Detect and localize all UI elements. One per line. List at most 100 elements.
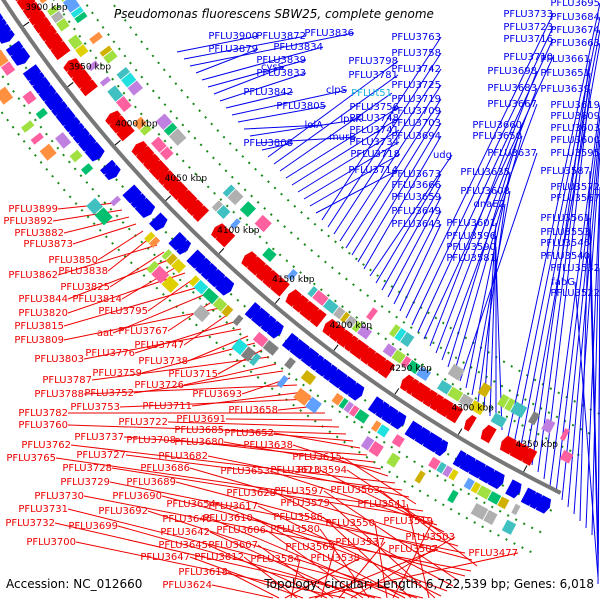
leader-line [67, 424, 347, 435]
gene-feature [394, 327, 407, 342]
gene-label: PFLU3844 [18, 294, 68, 305]
gene-feature [285, 289, 302, 307]
ruler-tick-label: 3900 kbp [25, 3, 68, 13]
gene-label: PFLU3862 [8, 270, 58, 281]
leader-line [121, 265, 179, 300]
leader-line [273, 432, 361, 449]
gene-label: PFLU3503 [405, 532, 455, 543]
leader-line [315, 169, 399, 214]
leader-line [231, 89, 348, 116]
gene-label: PFLU3673 [391, 169, 441, 180]
gene-label: PFLU3647 [140, 552, 190, 563]
leader-line [338, 541, 386, 599]
gene-feature [343, 401, 354, 413]
gene-label: PFLU3666 [391, 180, 441, 191]
gene-feature [133, 116, 147, 130]
gene-label: PFLU3561 [540, 213, 590, 224]
leader-line [213, 66, 285, 95]
ruler-tick-label: 3950 kbp [69, 63, 112, 73]
gene-label: PFLU3617 [208, 501, 258, 512]
gene-label: udg [433, 150, 452, 161]
gene-label: PFLU3708 [126, 435, 176, 446]
gene-feature [146, 260, 159, 274]
gene-feature [39, 143, 57, 161]
gene-feature [415, 366, 432, 381]
gene-label: PFLU3692 [98, 506, 148, 517]
gene-label: PFLU3569 [285, 542, 335, 553]
leader-line [429, 70, 538, 347]
gene-feature [30, 132, 44, 145]
ruler-tick-label: 4300 kbp [451, 404, 494, 414]
gene-label: PFLU3716 [503, 34, 553, 45]
gene-feature [299, 300, 320, 322]
leader-line [387, 196, 442, 298]
gene-feature [300, 347, 320, 367]
gene-label: PFLU3722 [118, 417, 168, 428]
leader-line [67, 272, 186, 314]
gene-feature [448, 469, 459, 481]
gene-feature [232, 314, 244, 326]
gene-label: PFLU3689 [126, 477, 176, 488]
gene-feature [490, 412, 507, 428]
gene-feature [286, 268, 298, 281]
leader-line [399, 223, 442, 312]
gene-label: PFLU3833 [256, 68, 306, 79]
gene-label: PFLU3747 [134, 340, 184, 351]
gene-feature [0, 18, 7, 31]
leader-line [303, 141, 400, 200]
gene-feature [386, 452, 401, 468]
gene-feature [468, 459, 486, 479]
gene-feature [5, 40, 24, 56]
leader-line [189, 556, 304, 599]
gene-feature [381, 405, 399, 425]
gene-feature [38, 84, 57, 102]
gene-feature [541, 418, 556, 434]
gene-label: PFLU3718 [350, 149, 400, 160]
gene-feature [71, 69, 93, 89]
gene-feature [75, 44, 89, 58]
gene-feature [340, 311, 350, 323]
leader-line [292, 444, 389, 477]
leader-line [267, 60, 399, 158]
leader-line [83, 495, 472, 572]
gene-label: PFLU3637 [487, 148, 537, 159]
gene-label: PFLU3758 [391, 48, 441, 59]
gene-feature [62, 0, 81, 13]
gene-feature [67, 34, 83, 50]
gene-feature [331, 392, 344, 406]
gene-label: PFLU3732 [5, 518, 55, 529]
gene-feature [338, 397, 349, 410]
gene-label: PFLU3563 [330, 485, 380, 496]
gene-feature [22, 90, 37, 105]
gene-feature [505, 479, 522, 499]
gene-label: PFLU3731 [18, 504, 68, 515]
gene-feature [1, 61, 16, 76]
gene-feature [559, 449, 574, 464]
gene-feature [168, 232, 187, 251]
gene-feature [437, 379, 453, 395]
leader-line [549, 104, 600, 487]
gene-feature [266, 320, 284, 339]
leader-line [261, 142, 294, 151]
gene-label: PFLU3477 [468, 548, 518, 559]
leader-line [223, 441, 382, 470]
gene-feature [69, 149, 83, 163]
gene-label: PFLU3873 [23, 239, 73, 250]
gene-feature [510, 401, 528, 419]
gene-feature [32, 76, 51, 94]
gene-feature [347, 382, 365, 401]
gene-feature [400, 332, 415, 348]
leader-line [483, 222, 497, 410]
gene-feature [227, 189, 244, 206]
feature-tracks [0, 0, 574, 535]
leader-line [72, 223, 137, 245]
gene-feature [388, 324, 401, 338]
gene-feature [559, 428, 570, 441]
gene-label: lpxK [340, 114, 362, 125]
leader-line [227, 571, 280, 599]
gene-feature [0, 86, 14, 105]
gene-feature [252, 331, 269, 348]
gene-label: PFLU3682 [158, 451, 208, 462]
gene-feature [192, 304, 211, 323]
